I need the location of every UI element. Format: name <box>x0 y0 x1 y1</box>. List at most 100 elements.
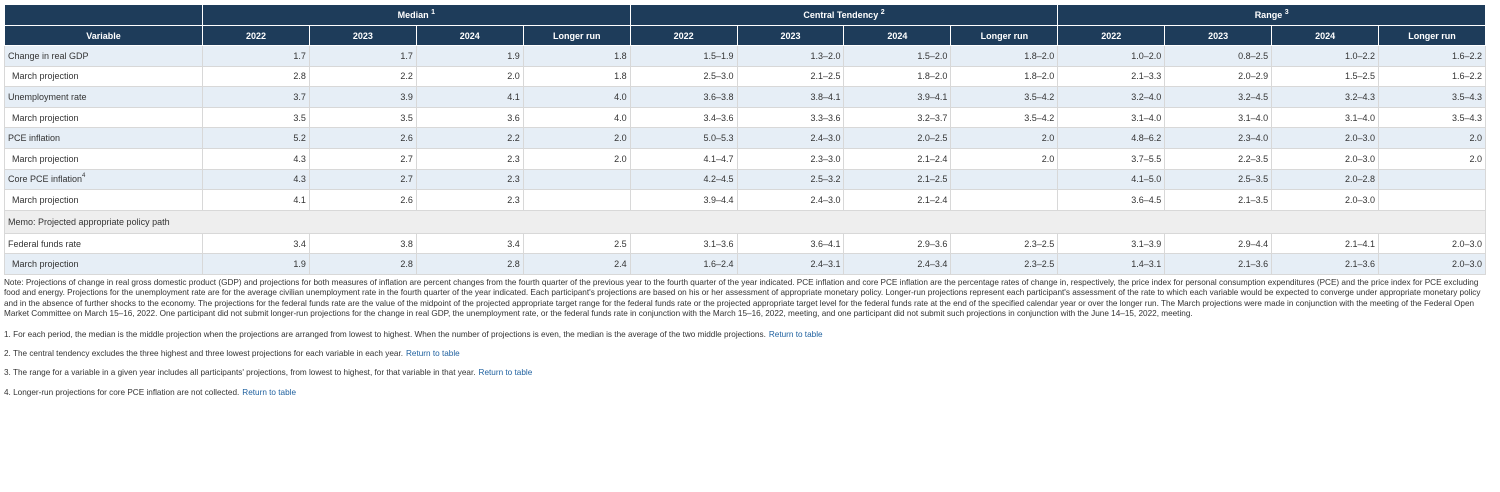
range-cell: 2.1–4.1 <box>1271 232 1380 255</box>
central-cell: 2.4–3.0 <box>736 127 845 149</box>
row-label-text: Unemployment rate <box>8 91 87 102</box>
central-cell: 5.0–5.3 <box>629 127 738 149</box>
return-to-table-link[interactable]: Return to table <box>478 368 533 378</box>
range-cell: 2.9–4.4 <box>1164 232 1273 255</box>
footnote-ref[interactable]: 1 <box>431 9 436 16</box>
header-blank <box>3 4 204 26</box>
table-row: March projection 3.5 3.5 3.6 4.0 3.4–3.6 3.3–3… <box>3 106 1486 129</box>
footnote-text: 2. The central tendency excludes the thr… <box>4 348 404 358</box>
range-cell: 2.0–2.9 <box>1164 65 1273 88</box>
median-cell: 2.7 <box>308 168 417 191</box>
memo-row: Memo: Projected appropriate policy path <box>4 209 1486 234</box>
central-cell: 2.1–2.4 <box>843 147 952 170</box>
column-header-longer-run: Longer run <box>1378 25 1486 46</box>
range-cell: 1.0–2.0 <box>1057 45 1166 67</box>
return-to-table-link[interactable]: Return to table <box>406 348 460 358</box>
range-cell <box>1378 189 1486 211</box>
median-cell: 4.1 <box>415 86 524 108</box>
central-cell: 3.9–4.1 <box>843 86 952 108</box>
return-to-table-link[interactable]: Return to table <box>242 387 297 397</box>
column-header-year: 2024 <box>1271 25 1380 46</box>
table-body: Change in real GDP 1.7 1.7 1.9 1.8 1.5–1.9 1.3… <box>3 45 1486 211</box>
median-cell: 4.1 <box>202 189 310 211</box>
median-cell: 3.6 <box>415 106 524 129</box>
column-header-longer-run: Longer run <box>522 25 631 46</box>
table-row: Unemployment rate 3.7 3.9 4.1 4.0 3.6–3.8 3.8–… <box>3 86 1486 108</box>
table-row: PCE inflation 5.2 2.6 2.2 2.0 5.0–5.3 2.4–3.0 2… <box>3 127 1486 149</box>
median-cell: 2.0 <box>522 127 631 149</box>
median-cell: 2.4 <box>522 253 631 275</box>
median-cell: 1.8 <box>522 65 631 88</box>
table-header: Median 1 Central Tendency 2 Range 3 Vari… <box>3 4 1486 46</box>
median-cell: 2.3 <box>415 168 524 191</box>
median-cell: 1.9 <box>415 45 524 67</box>
range-cell: 3.6–4.5 <box>1057 189 1166 211</box>
central-cell <box>950 168 1059 191</box>
row-label: Change in real GDP <box>3 45 204 67</box>
footnote-1: 1. For each period, the median is the mi… <box>4 330 1484 340</box>
median-cell: 2.0 <box>415 65 524 88</box>
central-cell: 3.5–4.2 <box>950 106 1059 129</box>
economic-projections-table: Median 1 Central Tendency 2 Range 3 Vari… <box>3 4 1486 275</box>
footnote-ref[interactable]: 3 <box>1284 9 1289 16</box>
column-header-year: 2023 <box>1164 25 1273 46</box>
row-label: March projection <box>3 65 204 88</box>
range-cell: 2.1–3.6 <box>1271 253 1380 275</box>
central-cell: 2.1–2.5 <box>736 65 845 88</box>
row-label-text: Core PCE inflation <box>8 174 83 185</box>
median-cell: 2.7 <box>308 147 417 170</box>
range-cell: 2.0 <box>1378 147 1486 170</box>
central-cell: 3.1–3.6 <box>629 232 738 255</box>
central-cell: 2.0 <box>950 127 1059 149</box>
row-label: Federal funds rate <box>3 232 204 255</box>
note-paragraph: Note: Projections of change in real gros… <box>4 277 1481 319</box>
central-cell: 2.5–3.0 <box>629 65 738 88</box>
footnote-ref[interactable]: 4 <box>82 173 86 180</box>
row-label: Core PCE inflation4 <box>3 168 204 191</box>
central-cell <box>950 189 1059 211</box>
central-cell: 2.3–3.0 <box>736 147 845 170</box>
range-cell: 3.1–4.0 <box>1271 106 1380 129</box>
central-cell: 2.4–3.4 <box>843 253 952 275</box>
range-cell: 3.2–4.3 <box>1271 86 1380 108</box>
median-cell: 4.0 <box>522 86 631 108</box>
median-cell: 2.5 <box>522 232 631 255</box>
range-cell: 2.3–4.0 <box>1164 127 1273 149</box>
range-cell: 1.0–2.2 <box>1271 45 1380 67</box>
column-header-year: 2022 <box>1057 25 1166 46</box>
footnote-2: 2. The central tendency excludes the thr… <box>4 349 1484 359</box>
central-cell: 4.2–4.5 <box>629 168 738 191</box>
median-cell: 4.3 <box>202 147 310 170</box>
central-cell: 2.1–2.5 <box>843 168 952 191</box>
range-cell: 3.5–4.3 <box>1378 86 1486 108</box>
group-header-range: Range 3 <box>1057 4 1486 26</box>
central-cell: 4.1–4.7 <box>629 147 738 170</box>
memo-section: Memo: Projected appropriate policy path <box>4 209 1486 234</box>
range-cell: 1.6–2.2 <box>1378 65 1486 88</box>
table-notes: Note: Projections of change in real gros… <box>4 278 1484 398</box>
median-cell: 2.3 <box>415 189 524 211</box>
row-label: March projection <box>3 189 204 211</box>
median-cell: 5.2 <box>202 127 310 149</box>
central-cell: 1.5–1.9 <box>629 45 738 67</box>
median-cell: 4.3 <box>202 168 310 191</box>
range-cell: 2.0–3.0 <box>1271 127 1380 149</box>
group-header-central-tendency: Central Tendency 2 <box>629 4 1059 26</box>
range-cell: 1.6–2.2 <box>1378 45 1486 67</box>
table-row: March projection 4.3 2.7 2.3 2.0 4.1–4.7 2.3–3… <box>3 147 1486 170</box>
row-label-text: March projection <box>12 71 79 82</box>
row-label: March projection <box>3 106 204 129</box>
return-to-table-link[interactable]: Return to table <box>768 329 823 339</box>
group-header-median: Median 1 <box>202 4 631 26</box>
row-label-text: March projection <box>12 153 79 164</box>
central-cell: 3.6–4.1 <box>736 232 845 255</box>
footnote-3: 3. The range for a variable in a given y… <box>4 368 1484 378</box>
median-cell: 3.7 <box>202 86 310 108</box>
row-label: PCE inflation <box>3 127 204 149</box>
row-label-text: PCE inflation <box>8 133 61 144</box>
footnote-ref[interactable]: 2 <box>880 9 885 16</box>
row-label-text: Federal funds rate <box>8 238 82 249</box>
central-cell: 2.3–2.5 <box>950 232 1059 255</box>
range-cell: 4.1–5.0 <box>1057 168 1166 191</box>
range-cell: 2.1–3.3 <box>1057 65 1166 88</box>
